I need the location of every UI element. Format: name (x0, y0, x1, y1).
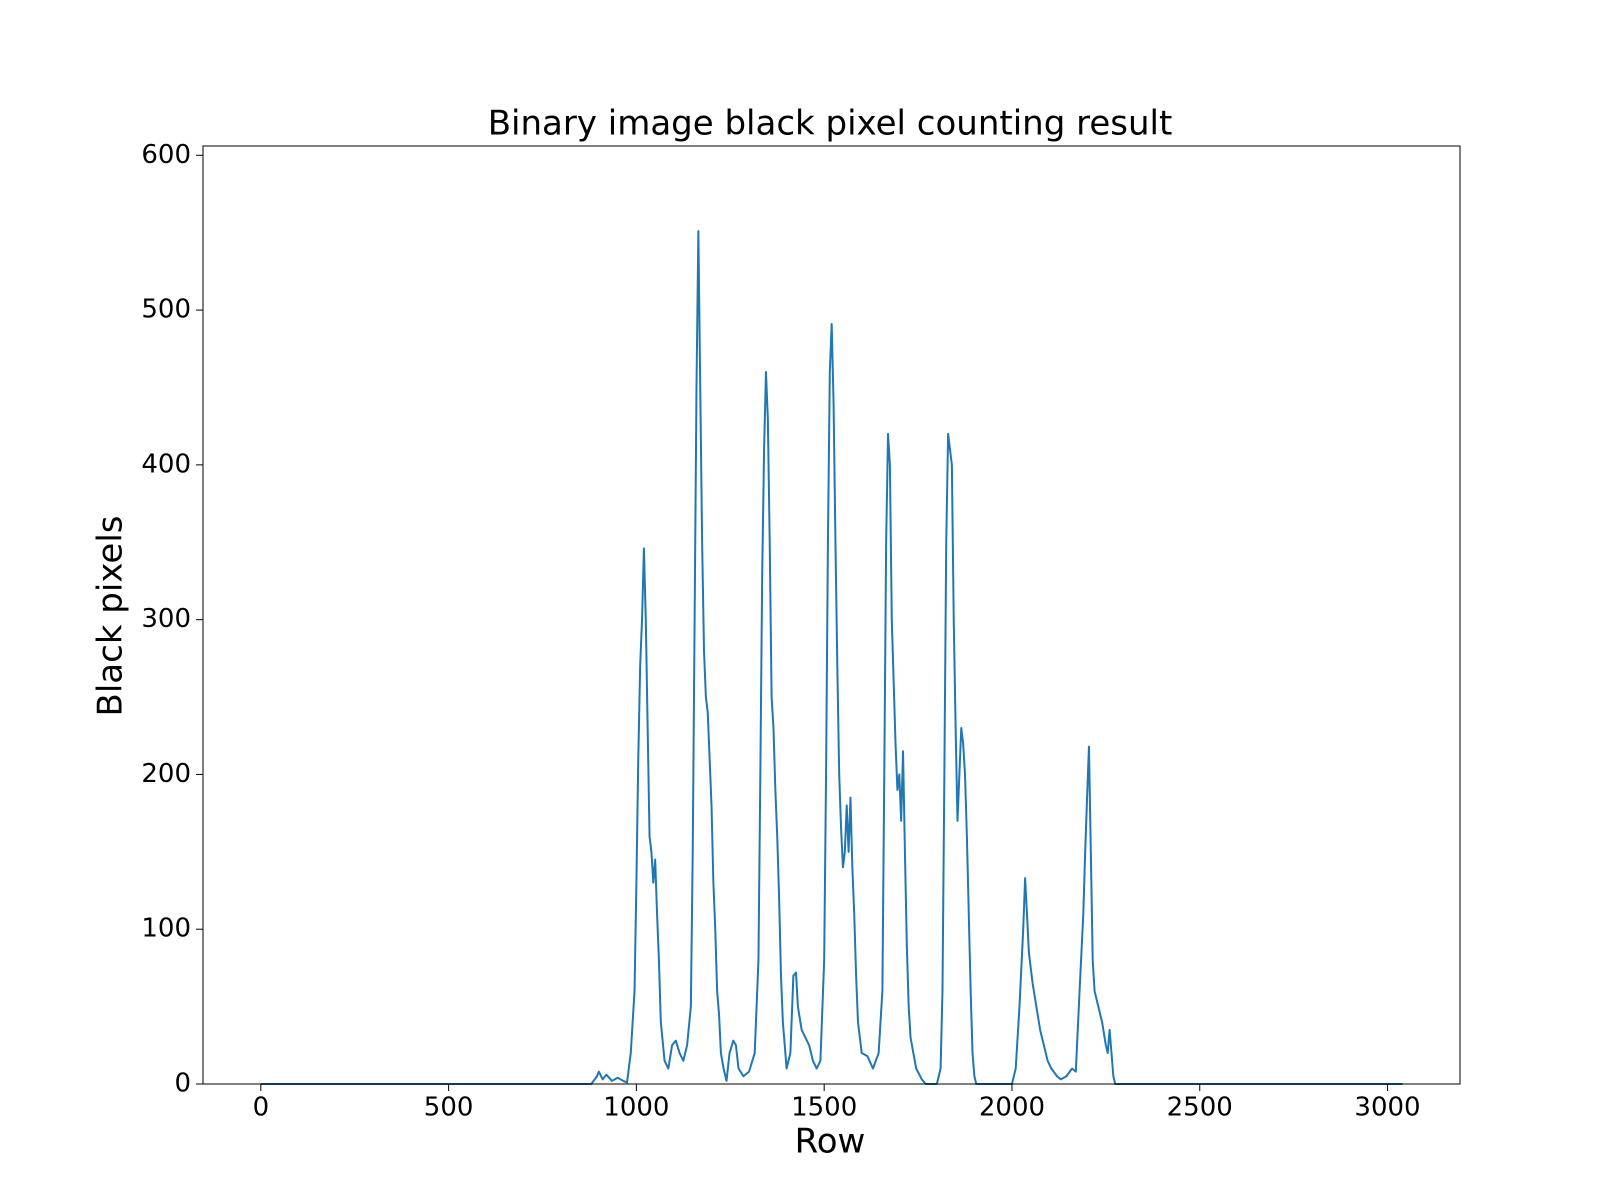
y-tick-label: 200 (141, 759, 191, 789)
x-tick-label: 1500 (791, 1093, 857, 1123)
y-tick-label: 100 (141, 914, 191, 944)
y-tick-label: 400 (141, 449, 191, 479)
x-tick-label: 500 (424, 1093, 474, 1123)
y-tick-label: 500 (141, 295, 191, 325)
y-tick-label: 300 (141, 604, 191, 634)
y-tick-label: 0 (174, 1069, 191, 1099)
x-tick-label: 3000 (1354, 1093, 1420, 1123)
y-tick-label: 600 (141, 140, 191, 170)
x-tick-label: 1000 (603, 1093, 669, 1123)
data-line (260, 230, 1403, 1085)
plot-frame (202, 145, 1461, 1085)
x-tick-label: 2000 (979, 1093, 1045, 1123)
x-tick-label: 2500 (1167, 1093, 1233, 1123)
x-axis-label: Row (795, 1122, 866, 1162)
chart-title: Binary image black pixel counting result (488, 104, 1173, 144)
x-tick-label: 0 (253, 1093, 270, 1123)
y-axis-label: Black pixels (91, 516, 131, 717)
